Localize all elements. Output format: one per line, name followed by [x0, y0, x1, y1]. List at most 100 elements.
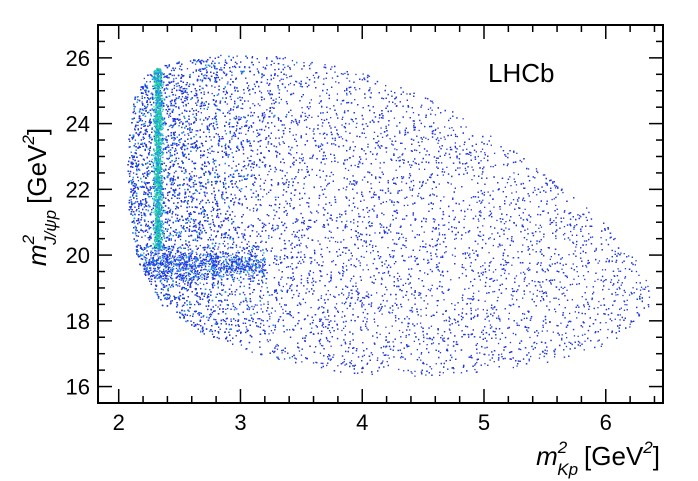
scatter-point — [413, 340, 415, 342]
scatter-point — [163, 284, 165, 286]
scatter-point — [462, 118, 464, 120]
scatter-point — [200, 157, 202, 159]
scatter-point — [574, 225, 576, 227]
scatter-point — [444, 126, 446, 128]
scatter-point — [491, 326, 493, 328]
scatter-point — [426, 363, 428, 366]
scatter-point — [343, 358, 346, 361]
scatter-point — [219, 293, 222, 295]
scatter-point — [441, 334, 443, 337]
scatter-point — [608, 288, 610, 290]
scatter-point — [466, 148, 468, 150]
scatter-point — [276, 348, 279, 350]
scatter-point — [427, 108, 430, 110]
scatter-point — [296, 81, 298, 83]
scatter-point — [351, 209, 353, 212]
scatter-point — [597, 307, 599, 309]
scatter-point — [302, 187, 305, 189]
scatter-point — [179, 141, 181, 144]
scatter-point — [256, 208, 259, 210]
scatter-point — [490, 212, 493, 214]
scatter-point — [368, 216, 370, 218]
scatter-point — [132, 172, 135, 174]
scatter-point — [558, 304, 560, 306]
scatter-point — [522, 244, 524, 246]
scatter-point — [371, 354, 374, 356]
scatter-point — [396, 149, 398, 151]
scatter-point — [300, 275, 303, 277]
scatter-point — [489, 278, 491, 280]
scatter-point — [196, 95, 198, 97]
scatter-point — [150, 235, 152, 237]
scatter-point — [468, 204, 471, 206]
scatter-point — [492, 271, 495, 273]
scatter-point — [178, 197, 181, 199]
scatter-point — [255, 190, 257, 192]
scatter-point — [271, 103, 273, 105]
scatter-point — [344, 364, 346, 366]
scatter-point — [454, 255, 456, 257]
scatter-point — [437, 127, 439, 129]
scatter-point — [145, 262, 147, 264]
scatter-point — [425, 154, 427, 156]
scatter-point — [252, 291, 254, 294]
scatter-point — [389, 312, 391, 314]
scatter-point — [427, 288, 430, 291]
scatter-point — [132, 158, 134, 161]
scatter-point — [378, 310, 381, 312]
scatter-point — [443, 136, 445, 138]
scatter-point — [388, 341, 390, 343]
scatter-point — [532, 293, 534, 295]
scatter-point — [397, 307, 399, 309]
scatter-point — [231, 138, 233, 140]
scatter-point — [149, 74, 151, 76]
scatter-point — [330, 117, 332, 119]
scatter-point — [435, 128, 437, 131]
scatter-point — [207, 244, 209, 246]
scatter-point — [268, 333, 270, 335]
scatter-point — [541, 330, 543, 332]
scatter-point — [344, 110, 346, 112]
scatter-point — [345, 265, 348, 267]
scatter-point — [617, 294, 619, 296]
scatter-point — [337, 311, 339, 313]
scatter-point — [524, 276, 526, 279]
scatter-point — [235, 254, 237, 256]
scatter-point — [197, 313, 199, 315]
scatter-point — [585, 266, 588, 268]
scatter-point — [420, 353, 422, 355]
scatter-point — [536, 289, 539, 291]
scatter-point — [192, 265, 194, 267]
scatter-point — [402, 236, 404, 239]
scatter-point — [488, 354, 490, 356]
scatter-point — [540, 226, 543, 228]
scatter-point — [201, 123, 203, 125]
scatter-point — [256, 231, 258, 233]
scatter-point — [571, 299, 573, 301]
scatter-point — [306, 247, 308, 249]
scatter-point — [245, 247, 248, 249]
scatter-point — [357, 163, 360, 165]
scatter-point — [372, 262, 374, 265]
scatter-point — [178, 68, 181, 70]
scatter-point — [166, 84, 168, 86]
scatter-point — [408, 283, 410, 285]
scatter-point — [441, 162, 443, 164]
scatter-point — [322, 322, 324, 324]
scatter-point — [448, 127, 451, 129]
scatter-point — [381, 278, 383, 281]
scatter-point — [439, 243, 441, 245]
scatter-point — [161, 171, 163, 173]
scatter-point — [275, 98, 277, 100]
scatter-point — [145, 130, 147, 132]
scatter-point — [533, 187, 536, 189]
scatter-point — [174, 148, 177, 150]
scatter-point — [369, 96, 371, 98]
scatter-point — [391, 325, 393, 327]
scatter-point — [327, 324, 330, 326]
scatter-point — [189, 179, 192, 181]
scatter-point — [271, 184, 273, 187]
scatter-point — [291, 60, 294, 62]
scatter-point — [193, 222, 195, 225]
scatter-point — [267, 90, 269, 92]
